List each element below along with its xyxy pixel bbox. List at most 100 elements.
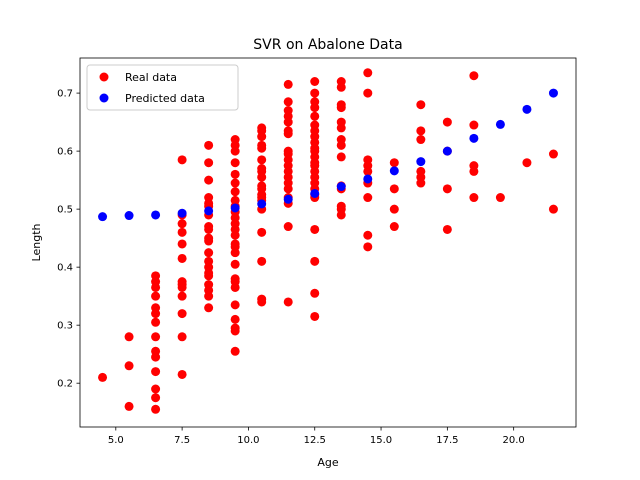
data-point bbox=[230, 158, 240, 168]
data-point bbox=[548, 149, 558, 159]
x-axis-label: Age bbox=[317, 456, 339, 469]
data-point bbox=[363, 193, 373, 203]
data-point bbox=[230, 178, 240, 188]
data-point bbox=[230, 146, 240, 156]
data-point bbox=[151, 210, 161, 220]
data-point bbox=[469, 193, 479, 203]
data-point bbox=[310, 256, 320, 266]
data-point bbox=[257, 143, 267, 153]
y-tick-label: 0.7 bbox=[57, 89, 73, 100]
plot-marks bbox=[98, 68, 558, 414]
data-point bbox=[522, 104, 532, 114]
data-point bbox=[177, 239, 187, 249]
legend-box bbox=[86, 64, 239, 111]
data-point bbox=[177, 208, 187, 218]
data-point bbox=[204, 206, 214, 216]
data-point bbox=[310, 111, 320, 121]
data-point bbox=[310, 103, 320, 113]
data-point bbox=[177, 291, 187, 301]
data-point bbox=[257, 132, 267, 142]
data-point bbox=[310, 76, 320, 86]
data-point bbox=[389, 166, 399, 176]
data-point bbox=[230, 187, 240, 197]
data-point bbox=[416, 100, 426, 110]
data-point bbox=[124, 211, 134, 221]
data-point bbox=[204, 158, 214, 168]
legend-marker bbox=[99, 93, 109, 103]
data-point bbox=[363, 68, 373, 78]
data-point bbox=[310, 88, 320, 98]
data-point bbox=[442, 224, 452, 234]
x-axis-ticks: 5.0 7.5 10.0 12.5 15.0 17.5 20.0 bbox=[108, 427, 525, 446]
data-point bbox=[416, 126, 426, 136]
data-point bbox=[495, 193, 505, 203]
data-point bbox=[283, 194, 293, 204]
data-point bbox=[204, 291, 214, 301]
data-point bbox=[310, 311, 320, 321]
data-point bbox=[336, 140, 346, 150]
y-tick-label: 0.6 bbox=[57, 147, 73, 158]
plot-frame bbox=[79, 57, 577, 428]
data-point bbox=[151, 332, 161, 342]
x-tick-label: 15.0 bbox=[370, 435, 392, 446]
data-point bbox=[389, 158, 399, 168]
data-point bbox=[177, 282, 187, 292]
data-point bbox=[124, 361, 134, 371]
data-point bbox=[177, 332, 187, 342]
data-point bbox=[230, 203, 240, 213]
data-point bbox=[283, 97, 293, 107]
data-point bbox=[336, 152, 346, 162]
data-point bbox=[548, 88, 558, 98]
legend: Real data Predicted data bbox=[86, 64, 239, 111]
data-point bbox=[257, 297, 267, 307]
data-point bbox=[495, 119, 505, 129]
series-real-data bbox=[98, 68, 558, 414]
x-tick-label: 12.5 bbox=[304, 435, 326, 446]
data-point bbox=[230, 230, 240, 240]
data-point bbox=[230, 169, 240, 179]
data-point bbox=[151, 317, 161, 327]
data-point bbox=[98, 212, 108, 222]
data-point bbox=[336, 82, 346, 92]
data-point bbox=[442, 184, 452, 194]
data-point bbox=[177, 155, 187, 165]
data-point bbox=[230, 314, 240, 324]
data-point bbox=[442, 117, 452, 127]
data-point bbox=[310, 288, 320, 298]
data-point bbox=[230, 346, 240, 356]
data-point bbox=[283, 79, 293, 89]
data-point bbox=[204, 236, 214, 246]
y-axis-label: Length bbox=[30, 224, 43, 262]
data-point bbox=[416, 157, 426, 167]
data-point bbox=[548, 204, 558, 214]
data-point bbox=[204, 175, 214, 185]
legend-label: Real data bbox=[125, 71, 177, 84]
data-point bbox=[257, 199, 267, 209]
data-point bbox=[283, 184, 293, 194]
data-point bbox=[257, 256, 267, 266]
data-point bbox=[177, 227, 187, 237]
data-point bbox=[257, 227, 267, 237]
data-point bbox=[416, 135, 426, 145]
data-point bbox=[177, 219, 187, 229]
data-point bbox=[177, 253, 187, 263]
legend-marker bbox=[99, 72, 109, 82]
legend-label: Predicted data bbox=[125, 92, 205, 105]
x-tick-label: 17.5 bbox=[436, 435, 458, 446]
data-point bbox=[204, 248, 214, 258]
data-point bbox=[230, 326, 240, 336]
data-point bbox=[363, 88, 373, 98]
data-point bbox=[283, 222, 293, 232]
data-point bbox=[363, 174, 373, 184]
x-tick-label: 5.0 bbox=[108, 435, 124, 446]
data-point bbox=[469, 71, 479, 81]
data-point bbox=[151, 384, 161, 394]
y-tick-label: 0.4 bbox=[57, 263, 73, 274]
data-point bbox=[151, 367, 161, 377]
x-tick-label: 20.0 bbox=[503, 435, 525, 446]
data-point bbox=[204, 303, 214, 313]
y-tick-label: 0.5 bbox=[57, 205, 73, 216]
data-point bbox=[310, 224, 320, 234]
data-point bbox=[389, 184, 399, 194]
